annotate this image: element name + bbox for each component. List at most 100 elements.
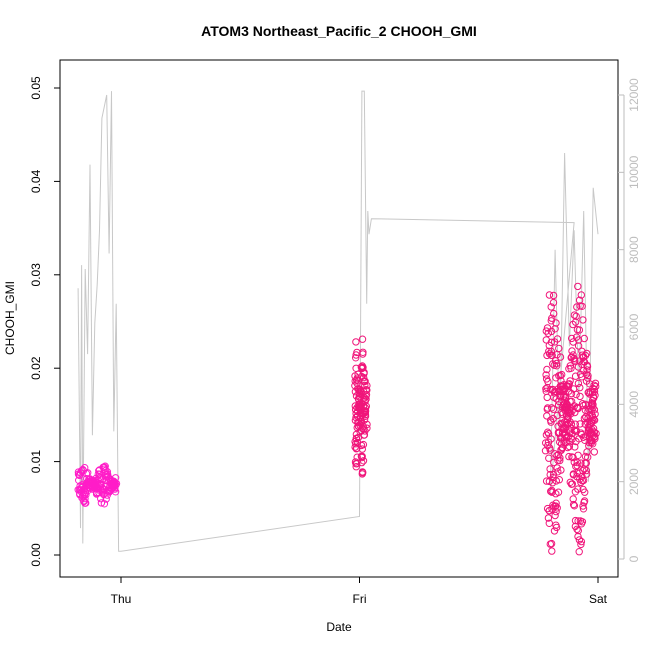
data-point bbox=[352, 338, 360, 346]
data-point bbox=[363, 420, 371, 429]
data-point bbox=[591, 391, 599, 399]
data-point bbox=[363, 424, 371, 432]
data-point bbox=[555, 344, 563, 353]
data-point bbox=[574, 532, 582, 541]
data-point bbox=[583, 349, 591, 358]
data-point bbox=[553, 504, 561, 512]
data-point bbox=[547, 338, 556, 346]
data-point bbox=[552, 499, 560, 507]
data-point bbox=[102, 495, 110, 503]
data-point bbox=[561, 393, 569, 401]
plot-box bbox=[59, 59, 619, 578]
data-point bbox=[544, 428, 552, 436]
data-point bbox=[576, 420, 584, 428]
data-point bbox=[565, 387, 573, 395]
data-point bbox=[556, 454, 564, 462]
data-point bbox=[359, 425, 368, 433]
data-point bbox=[548, 351, 556, 360]
data-point bbox=[579, 401, 587, 410]
data-point bbox=[574, 342, 583, 350]
data-point bbox=[545, 454, 553, 462]
data-point bbox=[544, 514, 553, 522]
data-point bbox=[552, 319, 560, 327]
data-point bbox=[360, 369, 368, 378]
data-point bbox=[574, 451, 582, 459]
data-point bbox=[97, 499, 106, 507]
y-axis-label: CHOOH_GMI bbox=[3, 281, 17, 355]
data-point bbox=[553, 362, 561, 370]
data-point bbox=[573, 303, 581, 311]
data-point bbox=[571, 318, 580, 326]
data-point bbox=[566, 377, 574, 385]
data-point bbox=[554, 401, 563, 409]
chart-title: ATOM3 Northeast_Pacific_2 CHOOH_GMI bbox=[201, 23, 477, 39]
data-point bbox=[575, 326, 584, 334]
data-point bbox=[577, 540, 585, 549]
data-point bbox=[549, 405, 558, 413]
data-point bbox=[547, 317, 555, 325]
x-axis: Thu Fri Sat bbox=[111, 577, 608, 606]
data-point bbox=[542, 371, 550, 379]
data-point bbox=[359, 457, 368, 465]
data-point bbox=[362, 395, 370, 403]
data-point bbox=[549, 291, 558, 300]
y-tick-label: 0.04 bbox=[29, 169, 43, 193]
data-point bbox=[592, 382, 600, 391]
data-point bbox=[590, 448, 598, 456]
data-point bbox=[568, 334, 576, 343]
y2-tick-label: 0 bbox=[627, 555, 641, 562]
data-point bbox=[582, 466, 591, 475]
data-point bbox=[359, 422, 368, 431]
data-point bbox=[544, 377, 552, 386]
data-point bbox=[580, 334, 588, 343]
data-point bbox=[98, 484, 106, 492]
data-point bbox=[362, 390, 371, 399]
data-point bbox=[551, 325, 559, 333]
data-point bbox=[548, 314, 556, 322]
data-point bbox=[580, 497, 589, 505]
data-point bbox=[547, 303, 555, 311]
data-point bbox=[111, 488, 120, 496]
data-point bbox=[546, 465, 554, 473]
data-point bbox=[577, 537, 586, 546]
x-tick-label: Sat bbox=[589, 592, 608, 606]
data-point bbox=[553, 335, 562, 343]
y-tick-label: 0.02 bbox=[29, 356, 43, 380]
data-point bbox=[590, 406, 599, 414]
x-tick-label: Fri bbox=[353, 592, 367, 606]
y2-tick-label: 6000 bbox=[627, 313, 641, 340]
data-point bbox=[545, 519, 553, 527]
data-point bbox=[577, 459, 585, 467]
data-point bbox=[558, 370, 566, 379]
x-tick-label: Thu bbox=[111, 592, 132, 606]
data-point bbox=[565, 442, 574, 451]
data-point bbox=[567, 364, 575, 372]
data-point bbox=[567, 434, 575, 442]
data-point bbox=[556, 371, 564, 380]
data-point bbox=[555, 476, 563, 484]
data-point bbox=[543, 412, 551, 420]
data-point bbox=[548, 547, 556, 555]
data-point bbox=[545, 291, 554, 299]
data-point bbox=[582, 470, 591, 478]
y2-tick-label: 4000 bbox=[627, 391, 641, 418]
data-point bbox=[358, 364, 366, 373]
data-point bbox=[575, 536, 584, 544]
data-point bbox=[569, 500, 578, 509]
data-point bbox=[556, 353, 565, 361]
data-point bbox=[569, 495, 577, 503]
data-point bbox=[578, 518, 587, 526]
y2-tick-label: 12000 bbox=[627, 78, 641, 112]
data-point bbox=[358, 468, 367, 476]
data-point bbox=[575, 296, 584, 304]
data-point bbox=[103, 468, 112, 476]
data-point bbox=[361, 407, 370, 416]
data-point bbox=[579, 316, 587, 324]
data-point bbox=[579, 476, 588, 485]
data-point bbox=[574, 379, 583, 388]
data-point bbox=[111, 474, 120, 482]
data-point bbox=[362, 402, 370, 410]
data-point bbox=[553, 464, 561, 472]
data-point bbox=[581, 488, 589, 496]
altitude-line-layer bbox=[77, 90, 599, 552]
